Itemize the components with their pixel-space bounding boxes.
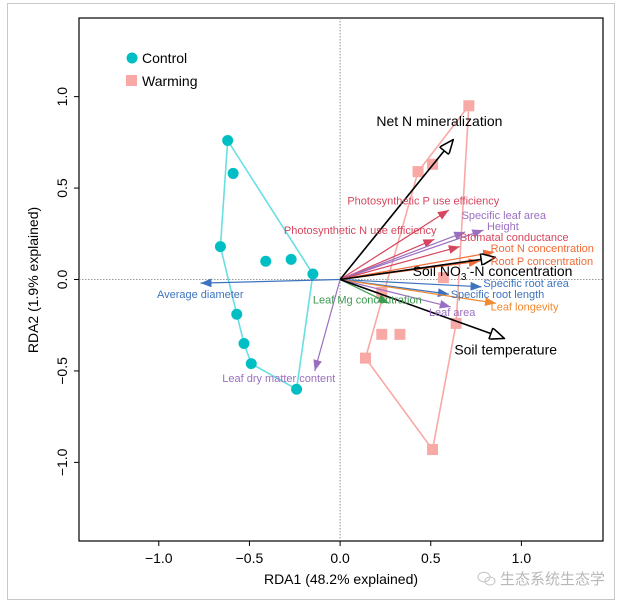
legend: Control Warming <box>126 50 198 89</box>
trait-arrow-leaf-dry-matter-content <box>313 279 341 372</box>
control-point <box>260 255 272 267</box>
y-tick-label: 1.0 <box>54 87 70 107</box>
trait-label-photosynthetic-p-use-efficiency: Photosynthetic P use efficiency <box>347 196 499 208</box>
wechat-icon <box>477 571 496 586</box>
environment-vectors <box>339 141 503 339</box>
trait-arrow-stomatal-conductance <box>339 245 460 281</box>
warming-point <box>437 272 449 284</box>
trait-arrow-average-diameter <box>200 278 341 288</box>
x-tick-label: −0.5 <box>236 550 264 566</box>
control-point <box>285 253 297 265</box>
trait-label-root-p-concentration: Root P concentration <box>491 256 594 268</box>
trait-arrow-leaf-area <box>339 278 451 309</box>
trait-arrow-photosynthetic-n-use-efficiency <box>339 238 435 281</box>
y-axis: −1.0 −0.5 0.0 0.5 1.0 <box>54 87 79 476</box>
x-tick-label: −1.0 <box>145 550 173 566</box>
trait-label-height: Height <box>487 221 519 233</box>
warming-point <box>412 166 424 178</box>
legend-warming-marker <box>126 75 137 86</box>
warming-point <box>376 328 388 340</box>
trait-arrow-leaf-longevity <box>340 278 497 306</box>
env-arrow-net-n-mineralization <box>339 141 452 281</box>
watermark: 生态系统生态学 <box>477 571 605 588</box>
trait-label-photosynthetic-n-use-efficiency: Photosynthetic N use efficiency <box>284 225 437 237</box>
trait-arrow-specific-root-area <box>340 278 482 291</box>
warming-hull <box>364 103 470 452</box>
env-label-soil-no3-n-concentration: Soil NO3--N concentration <box>413 263 573 283</box>
trait-arrow-specific-leaf-area <box>339 231 466 281</box>
trait-label-leaf-mg-concentration: Leaf Mg concentration <box>313 294 422 306</box>
y-tick-label: −1.0 <box>54 448 70 476</box>
trait-label-stomatal-conductance: Stomatal conductance <box>460 232 569 244</box>
env-arrow-soil-no3-n-concentration <box>339 258 494 281</box>
x-axis-title: RDA1 (48.2% explained) <box>264 571 418 587</box>
control-point <box>231 308 243 320</box>
control-point <box>245 358 257 370</box>
control-point <box>238 338 250 350</box>
control-point <box>291 383 303 395</box>
control-point <box>222 135 234 147</box>
trait-label-leaf-area: Leaf area <box>429 307 476 319</box>
trait-label-leaf-dry-matter-content: Leaf dry matter content <box>222 373 335 385</box>
y-tick-label: −0.5 <box>54 357 70 385</box>
trait-arrow-photosynthetic-p-use-efficiency <box>339 209 450 281</box>
trait-label-root-n-concentration: Root N concentration <box>491 243 594 255</box>
control-point <box>227 167 239 179</box>
trait-arrow-height <box>339 229 484 281</box>
x-tick-label: 0.0 <box>330 550 350 566</box>
warming-point <box>394 328 406 340</box>
trait-label-specific-leaf-area: Specific leaf area <box>462 210 547 222</box>
trait-vectors <box>200 209 497 372</box>
warming-point <box>463 100 475 112</box>
y-tick-label: 0.5 <box>54 178 70 198</box>
y-tick-label: 0.0 <box>54 270 70 290</box>
x-axis: −1.0 −0.5 0.0 0.5 1.0 <box>145 541 531 566</box>
trait-label-specific-root-length: Specific root length <box>451 289 545 301</box>
env-label-soil-temperature: Soil temperature <box>454 341 557 357</box>
x-tick-label: 1.0 <box>512 550 532 566</box>
x-tick-label: 0.5 <box>421 550 441 566</box>
control-point <box>307 268 319 280</box>
trait-label-average-diameter: Average diameter <box>157 289 244 301</box>
trait-label-specific-root-area: Specific root area <box>483 278 569 290</box>
legend-warming-label: Warming <box>142 73 198 89</box>
y-axis-title: RDA2 (1.9% explained) <box>25 207 41 353</box>
warming-point <box>376 286 388 298</box>
vector-labels: Photosynthetic P use efficiency Photosynt… <box>157 113 594 385</box>
warming-point <box>450 317 462 329</box>
warming-point <box>359 352 371 364</box>
warming-point <box>427 444 439 456</box>
control-point <box>214 241 226 253</box>
group-hulls <box>219 103 470 452</box>
control-hull <box>219 138 314 391</box>
legend-control-marker <box>126 52 138 64</box>
trait-arrow-leaf-mg-concentration <box>339 278 390 304</box>
trait-label-leaf-longevity: Leaf longevity <box>491 302 559 314</box>
watermark-text: 生态系统生态学 <box>500 571 605 588</box>
env-arrow-soil-temperature <box>339 278 503 339</box>
legend-control-label: Control <box>142 50 187 66</box>
trait-arrow-root-n-concentration <box>339 249 495 281</box>
env-label-net-n-mineralization: Net N mineralization <box>376 113 502 129</box>
image-frame <box>7 3 615 600</box>
